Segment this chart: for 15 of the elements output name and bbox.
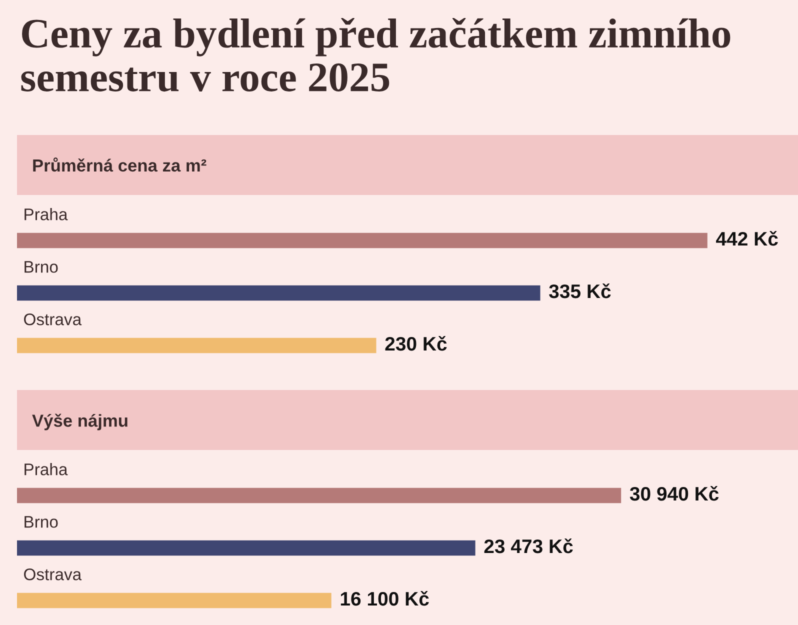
chart-subtitle: Výše nájmu xyxy=(32,414,128,430)
data-label: 230 Kč xyxy=(385,336,447,351)
chart-title: Ceny za bydlení před začátkem zimního semestru v roce 2025 xyxy=(21,18,730,92)
data-label: 30 940 Kč xyxy=(630,486,719,501)
y-tick-label: Ostrava xyxy=(24,568,82,580)
y-tick-label: Brno xyxy=(24,261,58,273)
data-label: 16 100 Kč xyxy=(340,591,429,606)
y-tick-label: Praha xyxy=(24,463,68,476)
data-label: 335 Kč xyxy=(549,284,611,298)
data-label: 442 Kč xyxy=(716,231,778,246)
y-tick-label: Ostrava xyxy=(24,313,82,326)
y-tick-label: Praha xyxy=(24,208,68,220)
y-tick-label: Brno xyxy=(24,516,58,528)
chart-subtitle: Průměrná cena za m² xyxy=(33,158,206,172)
data-label: 23 473 Kč xyxy=(484,538,573,554)
